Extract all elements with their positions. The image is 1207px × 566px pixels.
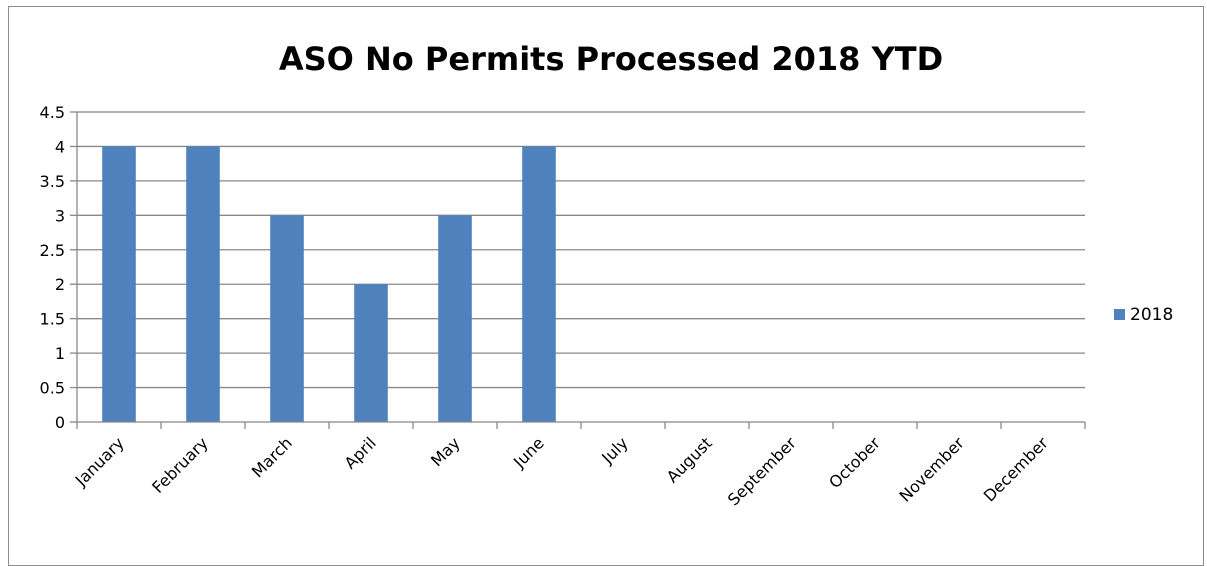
y-tick-label: 0 [55, 413, 65, 432]
bars [102, 146, 556, 422]
x-tick-label: December [980, 433, 1052, 505]
y-tick-label: 1.5 [40, 310, 65, 329]
x-tick-label: June [509, 433, 548, 472]
x-tick-label: January [71, 433, 128, 490]
x-tick-label: August [663, 433, 716, 486]
y-tick-label: 3 [55, 206, 65, 225]
bar-may [438, 215, 472, 422]
gridlines [77, 111, 1085, 389]
x-tick-label: May [427, 433, 464, 470]
x-tick-label: February [148, 433, 212, 497]
axes [76, 112, 1085, 423]
bar-january [102, 146, 136, 422]
legend-swatch [1114, 309, 1125, 320]
x-tick-label: November [896, 433, 969, 506]
bar-february [186, 146, 220, 422]
bar-chart: ASO No Permits Processed 2018 YTD 0 0.5 1 1… [40, 40, 1174, 509]
x-tick-label: September [724, 433, 800, 509]
y-tick-label: 4 [55, 137, 65, 156]
y-axis-ticks: 0 0.5 1 1.5 2 2.5 3 3.5 4 4.5 [40, 103, 77, 432]
x-tick-label: July [597, 433, 631, 467]
legend-label: 2018 [1130, 305, 1173, 325]
y-tick-label: 3.5 [40, 172, 65, 191]
x-tick-label: March [248, 433, 296, 481]
x-tick-label: October [825, 433, 884, 492]
x-axis-ticks: January February March April May June July Augu… [71, 422, 1086, 509]
y-tick-label: 1 [55, 344, 65, 363]
bar-march [270, 215, 304, 422]
x-tick-label: April [341, 433, 380, 472]
y-tick-label: 0.5 [40, 379, 65, 398]
y-tick-label: 2.5 [40, 241, 65, 260]
legend: 2018 [1114, 305, 1173, 325]
bar-april [354, 284, 388, 422]
y-tick-label: 4.5 [40, 103, 65, 122]
y-tick-label: 2 [55, 275, 65, 294]
chart-title: ASO No Permits Processed 2018 YTD [279, 40, 943, 78]
bar-june [522, 146, 556, 422]
